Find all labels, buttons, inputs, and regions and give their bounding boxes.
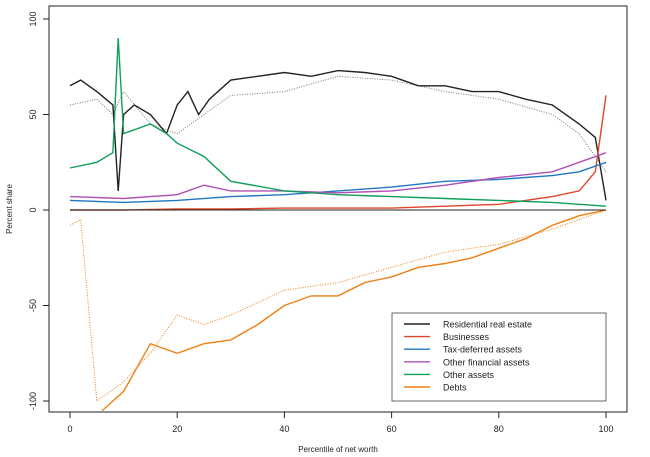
legend-label: Other assets [443, 370, 495, 380]
series-line-debts [101, 209, 607, 412]
x-tick-label: 100 [598, 424, 613, 434]
series-line-dotted-6 [69, 75, 607, 173]
y-tick-label: 50 [28, 109, 38, 119]
y-axis-label: Percent share [5, 184, 14, 234]
legend: Residential real estate Businesses Tax-def… [391, 312, 607, 402]
x-tick-label: 80 [494, 424, 504, 434]
series-line-businesses [70, 95, 607, 211]
legend-label: Businesses [443, 332, 490, 342]
y-tick-label: 0 [28, 207, 38, 212]
series-layer [69, 38, 607, 412]
y-tick-label: -50 [28, 299, 38, 312]
series-line-other-assets [69, 38, 607, 207]
plot-frame [48, 5, 628, 413]
series-line-other-financial-assets [69, 152, 607, 200]
legend-label: Other financial assets [443, 357, 530, 367]
series-line-tax-deferred-assets [69, 161, 607, 204]
y-tick-label: -100 [28, 392, 38, 410]
legend-label: Debts [443, 383, 467, 393]
series-line-dotted-7 [69, 209, 607, 402]
series-line-residential-real-estate [69, 69, 607, 201]
x-tick-label: 20 [172, 424, 182, 434]
legend-label: Residential real estate [443, 320, 532, 330]
y-tick-label: 100 [28, 11, 38, 26]
x-tick-label: 40 [279, 424, 289, 434]
x-axis-label: Percentile of net worth [298, 445, 378, 454]
legend-label: Tax-deferred assets [443, 345, 523, 355]
x-tick-label: 0 [67, 424, 72, 434]
axes-layer: 0 20 40 60 80 100 -100 -50 0 50 100 [28, 11, 614, 434]
x-tick-label: 60 [387, 424, 397, 434]
